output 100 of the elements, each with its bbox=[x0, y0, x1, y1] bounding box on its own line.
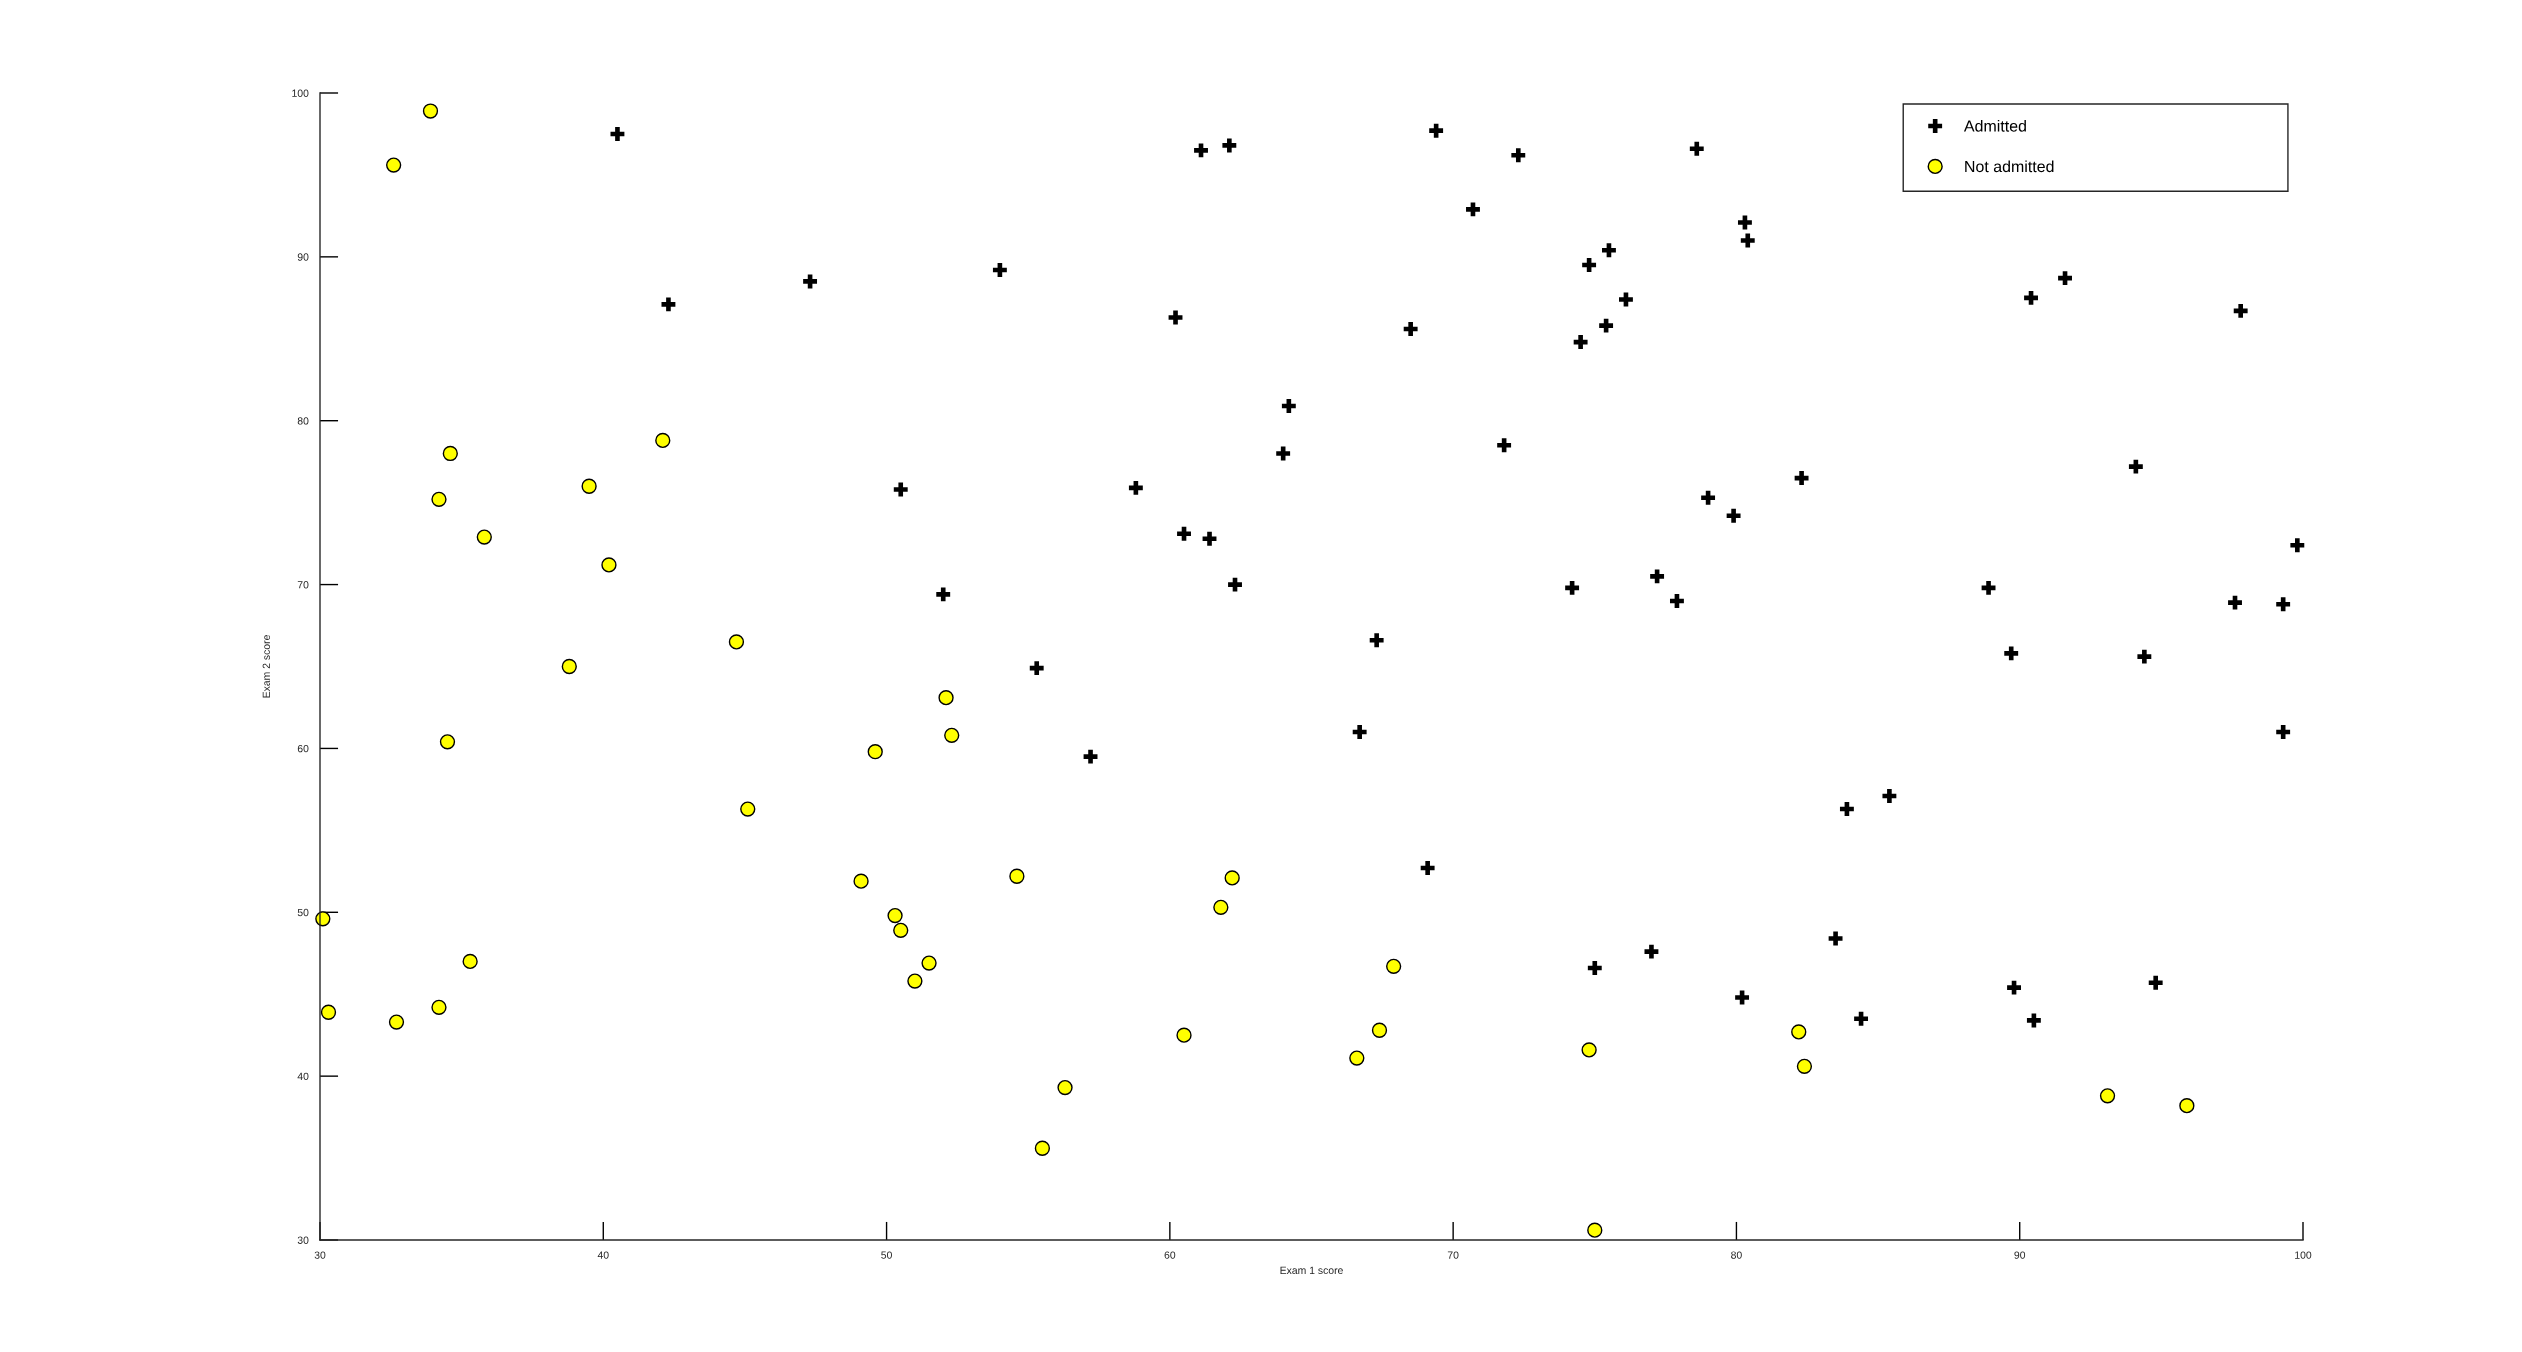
point bbox=[1029, 661, 1044, 676]
point bbox=[867, 744, 883, 760]
y-tick-label: 70 bbox=[297, 581, 309, 589]
point bbox=[1276, 446, 1291, 461]
point bbox=[2233, 303, 2248, 318]
point bbox=[944, 727, 960, 743]
point bbox=[893, 922, 909, 938]
point bbox=[1794, 471, 1809, 486]
y-tick-label: 60 bbox=[297, 744, 309, 753]
point bbox=[431, 491, 447, 508]
y-axis-title: Exam 2 score bbox=[262, 635, 271, 698]
point bbox=[2007, 980, 2021, 995]
point bbox=[442, 445, 458, 462]
point bbox=[1737, 215, 1752, 230]
point bbox=[1176, 1027, 1192, 1043]
point bbox=[1689, 141, 1704, 156]
legend-label: Admitted bbox=[1963, 119, 2026, 132]
point bbox=[936, 587, 951, 602]
legend-label: Not admitted bbox=[1965, 160, 2054, 173]
point bbox=[661, 297, 676, 312]
point bbox=[320, 1004, 337, 1020]
point bbox=[1882, 789, 1897, 803]
point bbox=[1511, 148, 1526, 163]
point bbox=[2179, 1097, 2195, 1114]
point bbox=[1581, 1042, 1597, 1058]
point bbox=[1057, 1079, 1073, 1096]
point bbox=[803, 274, 818, 289]
point bbox=[1854, 1011, 1869, 1026]
point bbox=[1371, 1022, 1388, 1038]
point bbox=[1420, 861, 1435, 875]
y-tick-label: 90 bbox=[297, 253, 309, 261]
point bbox=[1224, 870, 1240, 886]
x-axis-title: Exam 1 score bbox=[1280, 1266, 1343, 1275]
point bbox=[1403, 322, 1418, 336]
point bbox=[2148, 975, 2163, 990]
x-tick-label: 30 bbox=[314, 1251, 326, 1259]
point bbox=[601, 557, 617, 573]
point bbox=[2099, 1088, 2116, 1104]
point bbox=[1083, 749, 1098, 764]
point bbox=[1726, 508, 1741, 523]
point bbox=[1650, 569, 1665, 584]
point bbox=[1644, 944, 1659, 959]
x-tick-label: 100 bbox=[2295, 1251, 2312, 1259]
point bbox=[1228, 577, 1242, 592]
point bbox=[2137, 649, 2152, 664]
point bbox=[1349, 1050, 1365, 1066]
point bbox=[740, 801, 756, 817]
point bbox=[938, 689, 954, 706]
point bbox=[1619, 292, 1633, 307]
point bbox=[1213, 899, 1229, 916]
point bbox=[1565, 580, 1580, 595]
point bbox=[1128, 480, 1143, 495]
point bbox=[1602, 243, 1616, 258]
point bbox=[992, 263, 1007, 277]
y-tick-label: 30 bbox=[297, 1236, 309, 1244]
point bbox=[1034, 1140, 1051, 1156]
point bbox=[386, 157, 402, 173]
point bbox=[1735, 990, 1750, 1005]
point bbox=[728, 634, 745, 650]
point bbox=[853, 873, 869, 889]
point bbox=[1177, 526, 1191, 541]
point bbox=[921, 955, 937, 971]
point bbox=[2276, 725, 2291, 739]
x-tick-label: 50 bbox=[881, 1251, 892, 1259]
point bbox=[1281, 399, 1296, 413]
point bbox=[655, 432, 671, 449]
point bbox=[1587, 1222, 1603, 1238]
y-tick-label: 40 bbox=[297, 1072, 309, 1081]
point bbox=[1168, 310, 1183, 325]
point bbox=[439, 734, 456, 750]
point bbox=[561, 658, 577, 675]
point bbox=[1828, 931, 1843, 946]
point bbox=[1796, 1058, 1813, 1074]
point bbox=[1369, 633, 1384, 648]
point bbox=[2128, 459, 2143, 474]
x-tick-label: 70 bbox=[1447, 1251, 1459, 1259]
point bbox=[476, 529, 492, 545]
point bbox=[1202, 531, 1217, 546]
point bbox=[2058, 271, 2072, 286]
x-tick-label: 60 bbox=[1164, 1251, 1176, 1259]
point bbox=[1839, 802, 1854, 816]
point bbox=[1670, 594, 1684, 608]
point bbox=[581, 478, 597, 494]
point bbox=[1497, 438, 1512, 453]
point bbox=[2026, 1013, 2041, 1028]
point bbox=[610, 127, 625, 141]
point bbox=[1981, 580, 1996, 595]
point bbox=[1386, 958, 1402, 974]
point bbox=[1352, 725, 1367, 739]
x-tick-label: 40 bbox=[597, 1251, 609, 1259]
point bbox=[2290, 538, 2305, 553]
point bbox=[1194, 143, 1208, 158]
point bbox=[431, 999, 447, 1015]
point bbox=[1573, 335, 1588, 350]
x-tick-label: 90 bbox=[2014, 1251, 2026, 1259]
x-tick-label: 80 bbox=[1731, 1251, 1742, 1259]
point bbox=[1429, 123, 1444, 138]
point bbox=[462, 953, 478, 970]
point bbox=[907, 973, 923, 989]
point bbox=[2276, 597, 2291, 612]
